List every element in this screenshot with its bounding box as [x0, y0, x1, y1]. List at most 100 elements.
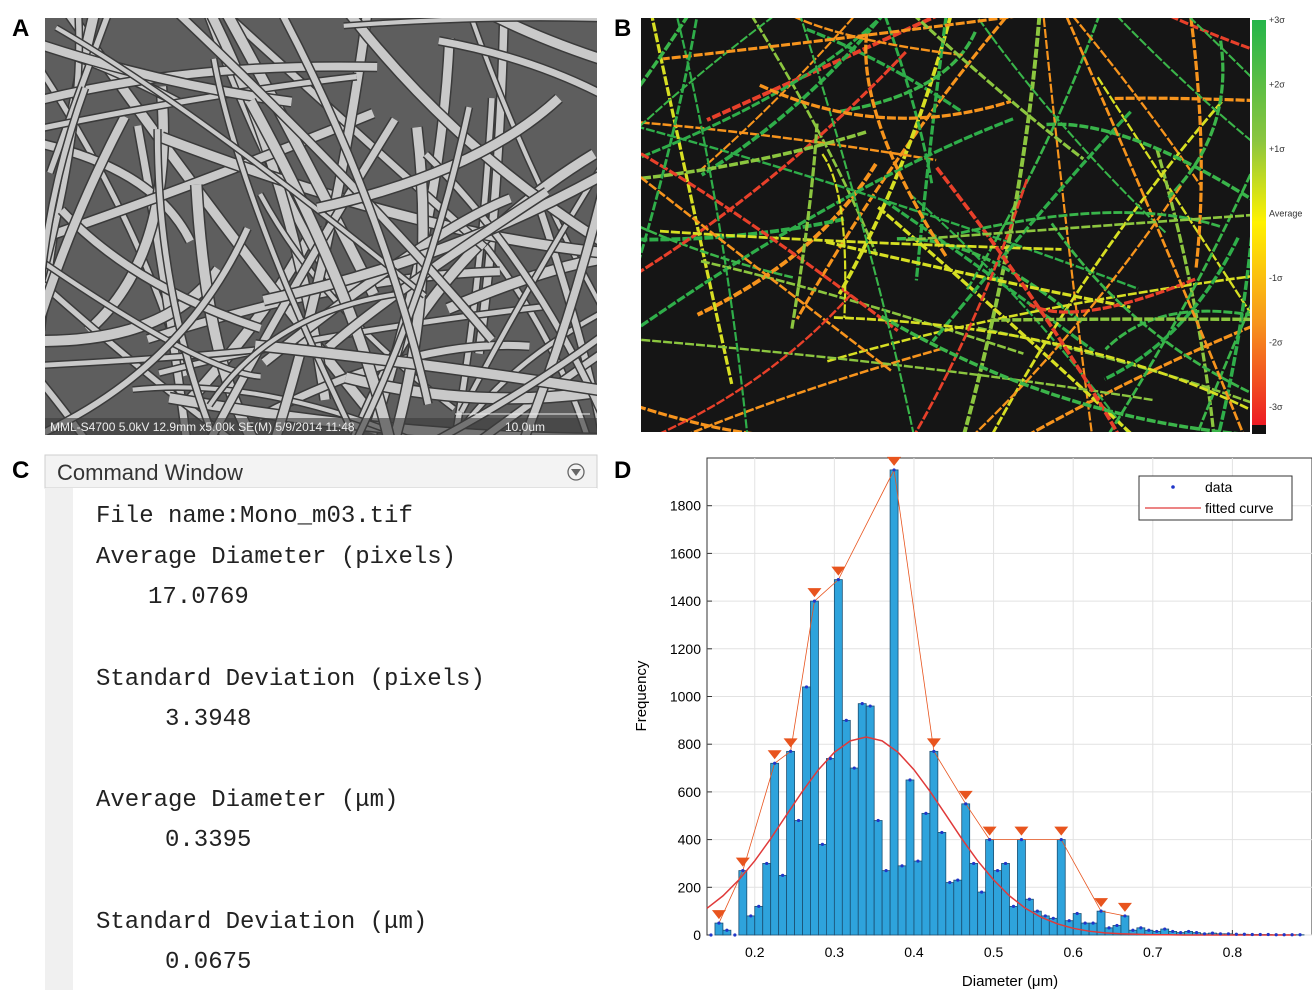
- peak-marker: [1094, 898, 1109, 908]
- fiber-trace: [659, 229, 1062, 251]
- command-output: 17.0769: [148, 584, 249, 611]
- fiber: [154, 129, 216, 435]
- bar: [714, 922, 724, 936]
- fiber: [177, 18, 495, 343]
- data-point: [733, 933, 737, 937]
- legend: [1138, 475, 1293, 521]
- fiber-trace: [676, 18, 749, 432]
- data-point: [956, 878, 960, 882]
- bar: [969, 863, 979, 936]
- data-point: [884, 869, 888, 873]
- data-point: [1027, 897, 1032, 901]
- fiber: [45, 140, 194, 243]
- fiber: [132, 385, 406, 435]
- sem-caption: MML-S4700 5.0kV 12.9mm x5.00k SE(M) 5/9/…: [50, 420, 355, 434]
- fiber-trace: [837, 18, 952, 296]
- data-point: [1003, 861, 1008, 866]
- data-point: [1234, 932, 1238, 936]
- command-output: Average Diameter (μm): [96, 787, 398, 814]
- data-point: [820, 842, 825, 846]
- fiber-trace: [1030, 325, 1250, 432]
- data-point: [916, 859, 920, 863]
- fiber: [347, 18, 597, 244]
- bar: [786, 750, 795, 936]
- fiber-trace: [914, 18, 948, 281]
- data-point: [972, 861, 976, 866]
- fiber: [45, 41, 293, 107]
- data-point: [1075, 911, 1079, 916]
- peak-marker: [807, 588, 822, 598]
- data-point: [908, 778, 912, 782]
- fiber-trace: [1072, 18, 1202, 186]
- panel-label: B: [614, 15, 631, 42]
- fiber: [47, 18, 110, 174]
- fiber-trace: [641, 217, 845, 242]
- bar: [1009, 905, 1018, 936]
- fiber-trace: [1065, 18, 1244, 432]
- fiber-trace: [794, 18, 964, 57]
- peak-marker: [783, 738, 798, 748]
- data-point: [1163, 927, 1167, 931]
- bar: [873, 820, 883, 936]
- fiber-trace: [641, 18, 773, 127]
- bar: [754, 905, 764, 936]
- y-tick-label: 1000: [670, 689, 701, 705]
- panel-label: D: [614, 457, 631, 484]
- data-point: [940, 830, 944, 835]
- fiber: [355, 106, 472, 435]
- fiber-trace: [825, 240, 1131, 309]
- data-point: [900, 864, 904, 868]
- data-point: [868, 704, 872, 708]
- data-point: [1298, 933, 1302, 937]
- data-point: [709, 933, 713, 937]
- data-point: [836, 578, 840, 582]
- peak-marker: [1014, 826, 1029, 836]
- command-window-header: [44, 454, 598, 489]
- fiber-trace: [864, 33, 949, 259]
- fiber-trace: [1028, 277, 1196, 314]
- fiber-trace: [641, 121, 937, 162]
- bar: [953, 879, 963, 936]
- y-tick-label: 1800: [670, 498, 701, 514]
- menu-icon: [571, 469, 581, 476]
- fiber-trace: [641, 19, 878, 159]
- fiber-trace: [1189, 18, 1203, 268]
- data-point: [1282, 933, 1286, 937]
- fiber-trace: [1217, 235, 1250, 432]
- bar: [937, 832, 947, 936]
- fiber-trace: [882, 198, 1095, 353]
- data-point: [876, 818, 880, 823]
- bar: [961, 803, 971, 936]
- fiber: [45, 62, 378, 104]
- fiber-trace: [662, 18, 1014, 61]
- command-output: 0.0675: [165, 949, 251, 976]
- peak-marker: [831, 566, 846, 576]
- fiber-trace: [914, 178, 1029, 432]
- fiber-trace: [990, 317, 1250, 322]
- data-point: [1218, 932, 1223, 936]
- fiber-trace: [884, 18, 934, 184]
- command-output: File name:Mono_m03.tif: [96, 503, 413, 530]
- fiber: [45, 114, 129, 317]
- y-tick-label: 800: [678, 736, 702, 752]
- fiber-trace: [641, 50, 907, 273]
- fiber: [445, 254, 597, 314]
- y-tick-label: 0: [693, 927, 701, 943]
- data-point: [964, 802, 968, 806]
- data-point: [860, 702, 864, 706]
- menu-button[interactable]: [567, 463, 585, 481]
- bar: [849, 767, 859, 936]
- bar: [1072, 913, 1082, 936]
- peak-marker: [1117, 902, 1132, 912]
- bar: [905, 779, 915, 936]
- fiber-trace: [1117, 18, 1250, 142]
- fiber-trace: [935, 166, 1119, 432]
- data-point: [1131, 928, 1135, 932]
- fiber-trace: [696, 162, 878, 317]
- bar: [977, 891, 987, 936]
- data-point: [757, 904, 761, 908]
- fiber-trace: [641, 126, 1139, 290]
- data-point: [1107, 926, 1111, 930]
- data-point: [765, 861, 769, 866]
- bar: [929, 750, 939, 936]
